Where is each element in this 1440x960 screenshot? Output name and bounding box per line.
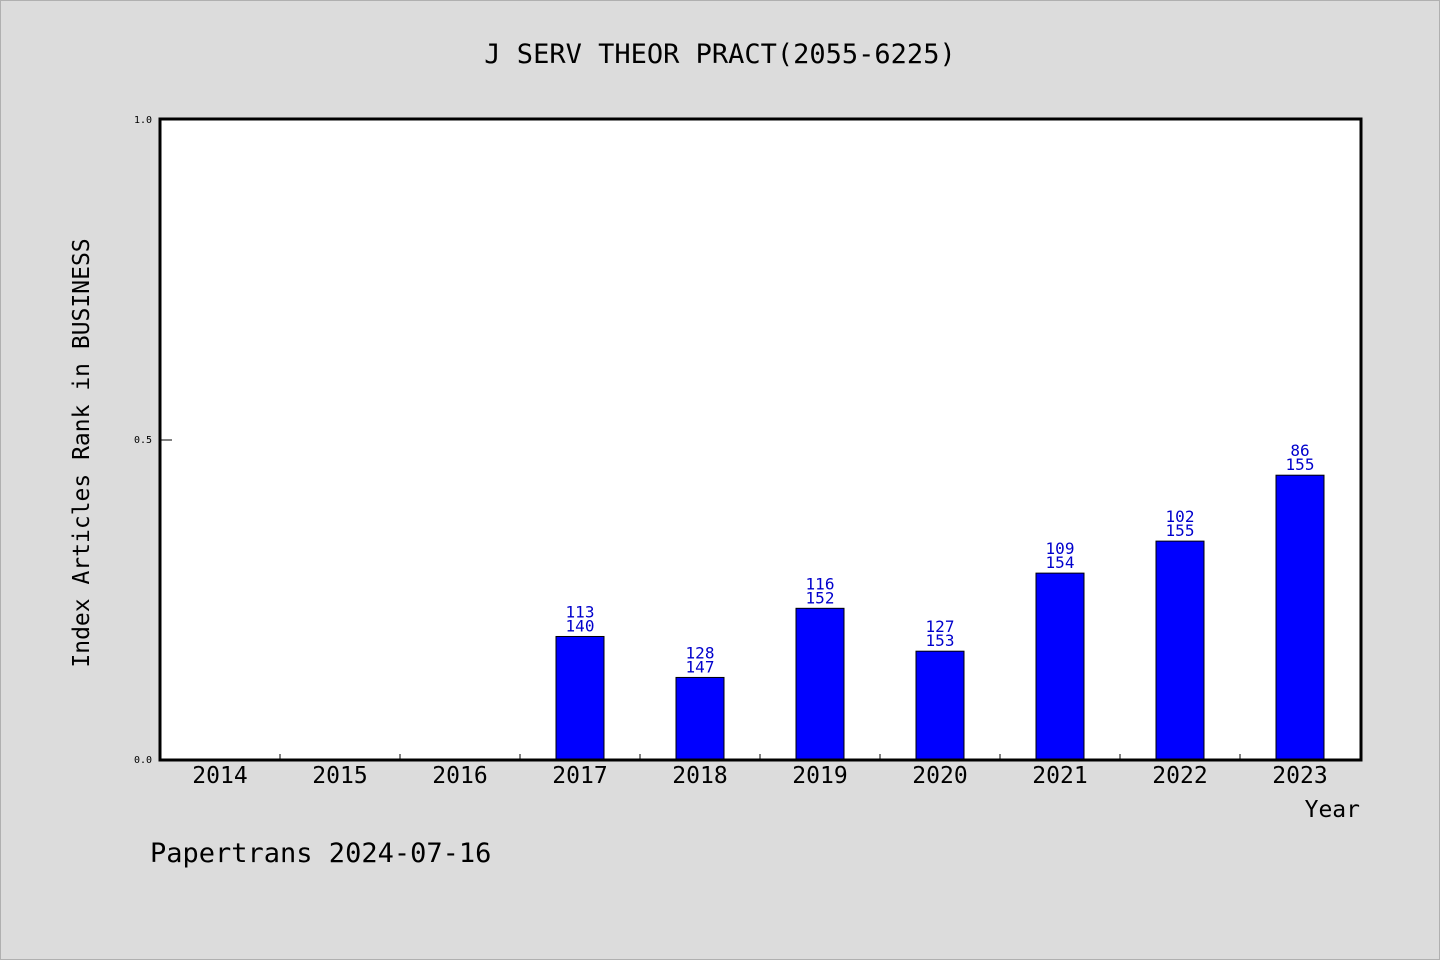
x-tick-label: 2023 [1272, 763, 1327, 789]
bar-data-label: 147 [686, 657, 715, 676]
bar-data-label: 102 [1166, 507, 1195, 526]
bar [915, 650, 965, 761]
x-tick-label: 2014 [192, 763, 247, 789]
x-tick-label: 2017 [552, 763, 607, 789]
y-tick-label: 0.0 [134, 755, 152, 766]
x-axis-ticks: 2014 2015 2016 2017 2018 2019 2020 2021 2022 2023 [192, 754, 1328, 789]
x-tick-label: 2018 [672, 763, 727, 789]
bar-data-label: 127 [926, 617, 955, 636]
bar-data-label: 153 [926, 631, 955, 650]
x-tick-label: 2022 [1152, 763, 1207, 789]
bar [1155, 540, 1205, 761]
bar [555, 635, 605, 761]
data-labels-group: 1131401281471161521271531091541021558615… [566, 441, 1315, 676]
x-tick-label: 2015 [312, 763, 367, 789]
bar-data-label: 109 [1046, 539, 1075, 558]
bar [675, 676, 725, 761]
footer-credit: Papertrans 2024-07-16 [150, 838, 491, 869]
bar [1275, 474, 1325, 761]
bar-data-label: 140 [566, 616, 595, 635]
chart-title: J SERV THEOR PRACT(2055-6225) [484, 39, 955, 70]
x-tick-label: 2020 [912, 763, 967, 789]
plot-border [158, 117, 1363, 762]
bar-data-label: 116 [806, 574, 835, 593]
bar [1035, 572, 1085, 761]
bar [795, 607, 845, 761]
bar-data-label: 86 [1290, 441, 1309, 460]
x-tick-label: 2019 [792, 763, 847, 789]
bar-data-label: 128 [686, 643, 715, 662]
bar-data-label: 154 [1046, 553, 1075, 572]
bar-data-label: 155 [1286, 455, 1315, 474]
bars-group [555, 474, 1325, 761]
bar-data-label: 155 [1166, 521, 1195, 540]
y-axis-label: Index Articles Rank in BUSINESS [69, 238, 95, 667]
x-axis-label: Year [1305, 797, 1360, 823]
y-tick-label: 1.0 [134, 115, 152, 126]
x-tick-label: 2016 [432, 763, 487, 789]
bar-data-label: 113 [566, 602, 595, 621]
x-tick-label: 2021 [1032, 763, 1087, 789]
bar-data-label: 152 [806, 588, 835, 607]
y-tick-label: 0.5 [134, 435, 152, 446]
